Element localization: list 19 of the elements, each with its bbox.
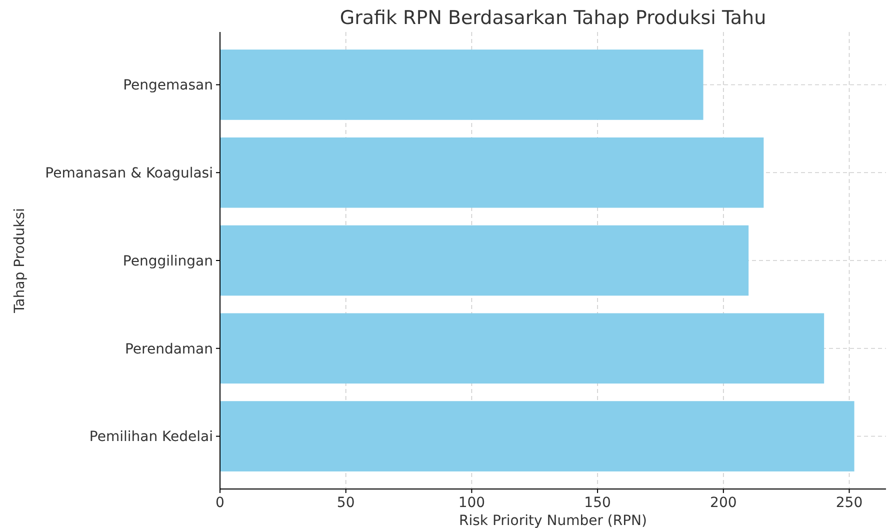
y-tick-label: Perendaman [124,341,213,358]
x-tick-label: 0 [216,495,224,511]
x-tick-label: 150 [584,495,611,511]
x-tick-label: 250 [836,495,863,511]
y-tick-label: Pemanasan & Koagulasi [45,166,213,182]
x-tick-label: 50 [336,495,355,511]
x-tick-label: 200 [710,495,737,511]
bar [220,313,824,384]
x-tick-label: 100 [458,495,486,511]
y-tick-label: Pengemasan [123,78,213,94]
y-tick-label: Penggilingan [122,253,213,270]
bar [220,401,854,472]
chart-title: Grafik RPN Berdasarkan Tahap Produksi Tahu [340,7,766,29]
bar [220,225,749,296]
y-axis-title: Tahap Produksi [12,208,28,314]
bar [220,50,704,120]
y-tick-label: Pemilihan Kedelai [89,429,213,446]
bar [220,137,764,208]
x-axis-title: Risk Priority Number (RPN) [458,513,648,528]
